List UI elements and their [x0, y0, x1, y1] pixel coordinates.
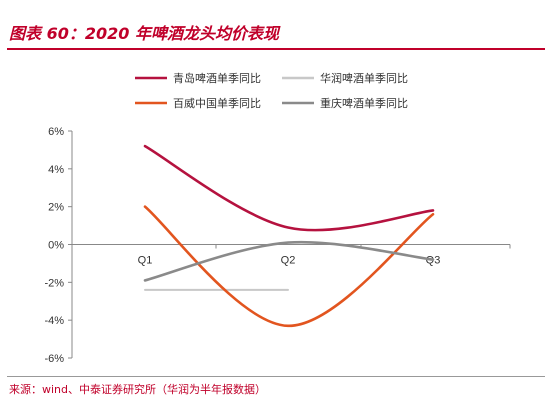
- series-line-3: [143, 205, 435, 328]
- legend-label-3: 百威中国单季同比: [173, 97, 261, 110]
- legend-label-4: 重庆啤酒单季同比: [320, 96, 408, 110]
- source-divider: [7, 376, 545, 377]
- figure-title: 图表 60：2020 年啤酒龙头均价表现: [9, 24, 279, 43]
- axis-layer: -6%-4%-2%0%2%4%6%Q1 Q2 Q3: [44, 126, 511, 365]
- y-tick-label: 4%: [48, 164, 64, 176]
- y-tick-label: -2%: [44, 277, 64, 289]
- x-tick-label: Q2: [281, 255, 296, 267]
- y-tick-label: -4%: [44, 315, 64, 327]
- y-tick-label: -6%: [44, 353, 64, 365]
- legend-label-2: 华润啤酒单季同比: [320, 71, 408, 85]
- x-tick-label: Q1: [138, 255, 153, 267]
- series-layer: [143, 144, 435, 328]
- y-tick-label: 6%: [48, 126, 64, 138]
- series-line-1: [143, 144, 435, 232]
- series-line-4: [143, 240, 435, 282]
- y-tick-label: 2%: [48, 202, 64, 214]
- source-note: 来源：wind、中泰证券研究所（华润为半年报数据）: [9, 383, 267, 396]
- y-tick-label: 0%: [48, 240, 64, 252]
- title-rule: [7, 48, 545, 50]
- legend-label-1: 青岛啤酒单季同比: [173, 71, 261, 85]
